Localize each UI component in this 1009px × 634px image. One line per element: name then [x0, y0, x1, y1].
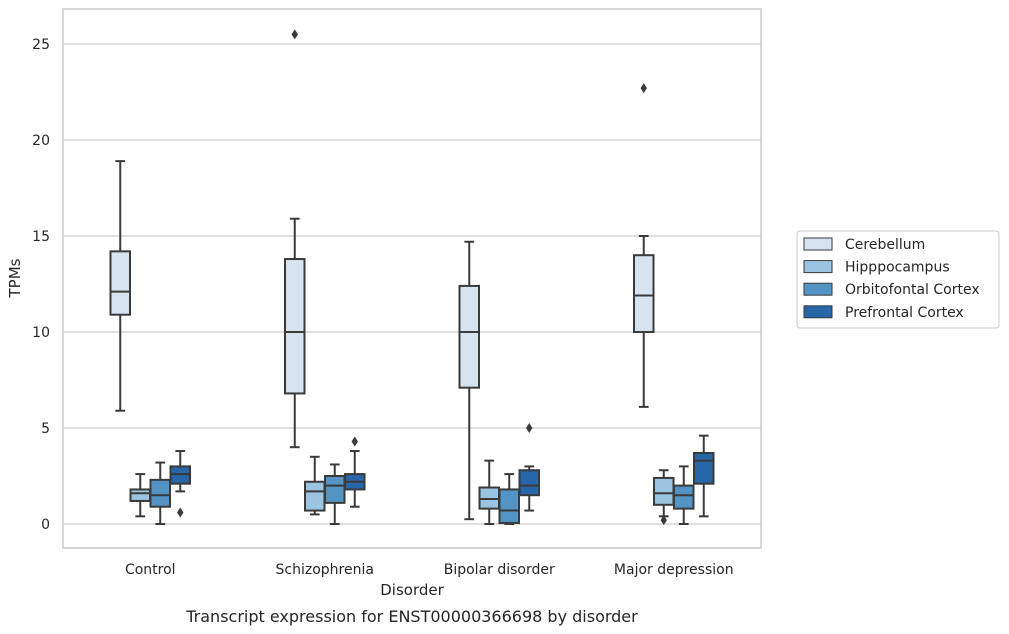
- legend-swatch: [803, 282, 833, 296]
- legend: Cerebellum Hipppocampus Orbitofontal Corte…: [796, 230, 1000, 329]
- x-tick-label: Bipolar disorder: [444, 562, 555, 578]
- legend-item: Hipppocampus: [803, 260, 950, 276]
- box: [324, 463, 346, 525]
- box-iqr: [673, 484, 695, 510]
- y-axis-ticks: 0 5 10 15 20 25: [32, 37, 50, 533]
- box-iqr: [284, 258, 306, 395]
- y-tick-label: 20: [32, 133, 50, 149]
- box: [304, 455, 326, 516]
- y-tick-label: 15: [32, 229, 50, 245]
- outlier-marker: [351, 436, 358, 447]
- x-tick-label: Schizophrenia: [276, 562, 374, 578]
- box-iqr: [693, 451, 715, 485]
- box: [458, 240, 480, 521]
- box: [344, 436, 366, 508]
- box-series: [109, 29, 715, 526]
- series-cerebellum: [109, 29, 655, 521]
- box-iqr: [324, 475, 346, 504]
- box-iqr: [498, 488, 520, 525]
- y-tick-label: 10: [32, 325, 50, 341]
- outlier-marker: [640, 83, 647, 94]
- y-tick-label: 0: [41, 517, 50, 533]
- x-axis-label: Disorder: [380, 581, 444, 599]
- grid-lines: [63, 43, 761, 525]
- box: [169, 450, 191, 518]
- box: [693, 434, 715, 518]
- legend-label: Prefrontal Cortex: [845, 305, 964, 321]
- y-axis-label: TPMs: [6, 258, 24, 298]
- box: [653, 469, 675, 526]
- box-iqr: [653, 476, 675, 506]
- legend-swatch: [803, 237, 833, 251]
- legend-label: Cerebellum: [845, 237, 925, 253]
- box: [673, 465, 695, 525]
- legend-item: Prefrontal Cortex: [803, 305, 964, 321]
- y-tick-label: 5: [41, 421, 50, 437]
- outlier-marker: [177, 507, 184, 518]
- box: [633, 83, 655, 408]
- box-iqr: [458, 284, 480, 389]
- box: [284, 29, 306, 449]
- outlier-marker: [660, 515, 667, 526]
- box-iqr: [304, 480, 326, 512]
- box: [129, 473, 151, 518]
- box-iqr: [633, 254, 655, 333]
- box-iqr: [109, 250, 131, 316]
- outlier-marker: [291, 29, 298, 40]
- box-iqr: [518, 469, 540, 497]
- legend-frame: [796, 230, 1000, 329]
- legend-swatch: [803, 260, 833, 274]
- x-tick-label: Major depression: [614, 562, 734, 578]
- legend-label: Orbitofontal Cortex: [845, 282, 980, 298]
- series-orbitofontal-cortex: [149, 461, 695, 525]
- box-iqr: [149, 478, 171, 508]
- outlier-marker: [526, 423, 533, 433]
- y-tick-label: 25: [32, 37, 50, 53]
- legend-swatch: [803, 305, 833, 319]
- plot-frame: [62, 8, 762, 549]
- legend-item: Cerebellum: [803, 237, 925, 253]
- box: [109, 160, 131, 412]
- x-tick-label: Control: [125, 562, 176, 578]
- box: [498, 473, 520, 525]
- x-axis-ticks: Control Schizophrenia Bipolar disorder Majo…: [125, 562, 734, 578]
- box: [518, 423, 540, 512]
- series-prefrontal-cortex: [169, 423, 715, 518]
- chart-caption: Transcript expression for ENST0000036669…: [185, 607, 638, 626]
- box: [478, 459, 500, 525]
- legend-item: Orbitofontal Cortex: [803, 282, 980, 298]
- legend-label: Hipppocampus: [845, 260, 950, 276]
- box-iqr: [129, 488, 151, 502]
- series-hipppocampus: [129, 455, 675, 526]
- box: [149, 461, 171, 525]
